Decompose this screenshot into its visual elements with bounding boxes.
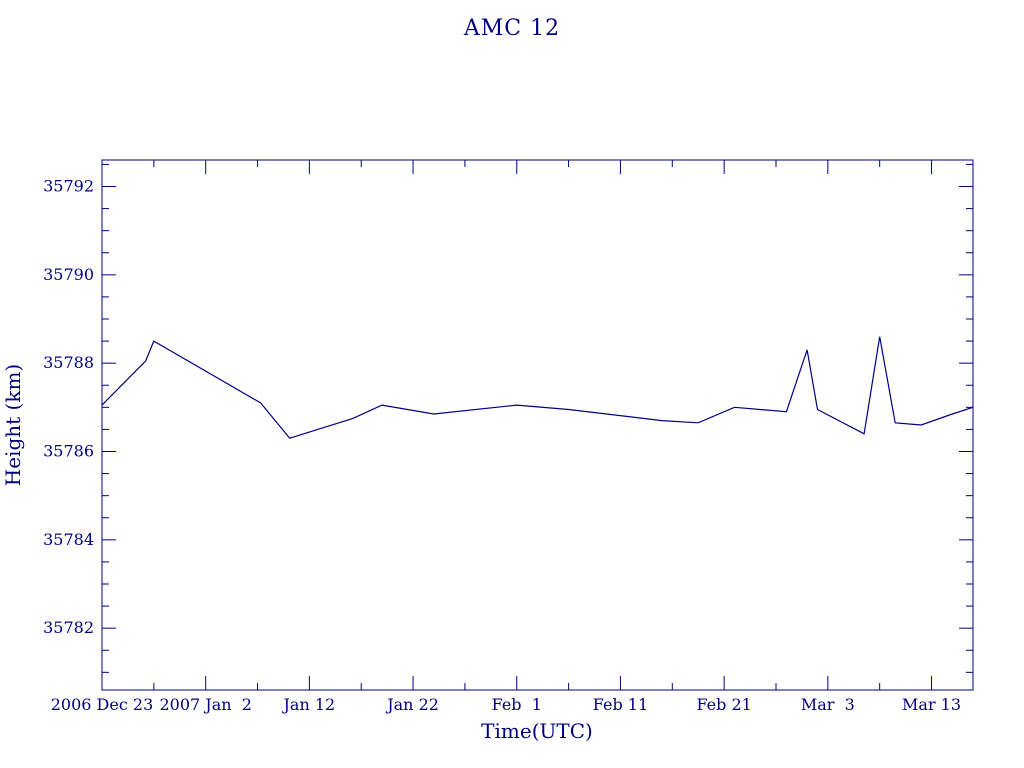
- y-tick-label: 35788: [43, 353, 94, 372]
- y-tick-label: 35786: [43, 442, 94, 461]
- y-axis-title: Height (km): [1, 364, 25, 486]
- x-axis-title: Time(UTC): [481, 719, 593, 743]
- x-tick-label: 2006 Dec 23: [51, 695, 154, 714]
- y-tick-label: 35790: [43, 265, 94, 284]
- x-tick-label: Feb 1: [492, 695, 542, 714]
- series-line: [101, 336, 974, 439]
- x-tick-label: Mar 13: [902, 695, 961, 714]
- plot-frame: [101, 159, 974, 691]
- chart-title: AMC 12: [463, 16, 561, 41]
- axis-ticks: [101, 160, 973, 690]
- x-tick-label: Jan 22: [385, 695, 439, 714]
- y-tick-label: 35782: [43, 618, 94, 637]
- x-tick-label: 2007 Jan 2: [159, 695, 251, 714]
- series-group: [101, 336, 974, 439]
- x-tick-label: Mar 3: [801, 695, 855, 714]
- y-tick-label: 35784: [43, 530, 94, 549]
- axis-tick-labels: 35782 35784 35786 35788 35790 35792 2006 Dec 2…: [43, 177, 961, 715]
- y-tick-label: 35792: [43, 177, 94, 196]
- x-tick-label: Feb 21: [696, 695, 751, 714]
- x-tick-label: Feb 11: [593, 695, 648, 714]
- x-tick-label: Jan 12: [282, 695, 336, 714]
